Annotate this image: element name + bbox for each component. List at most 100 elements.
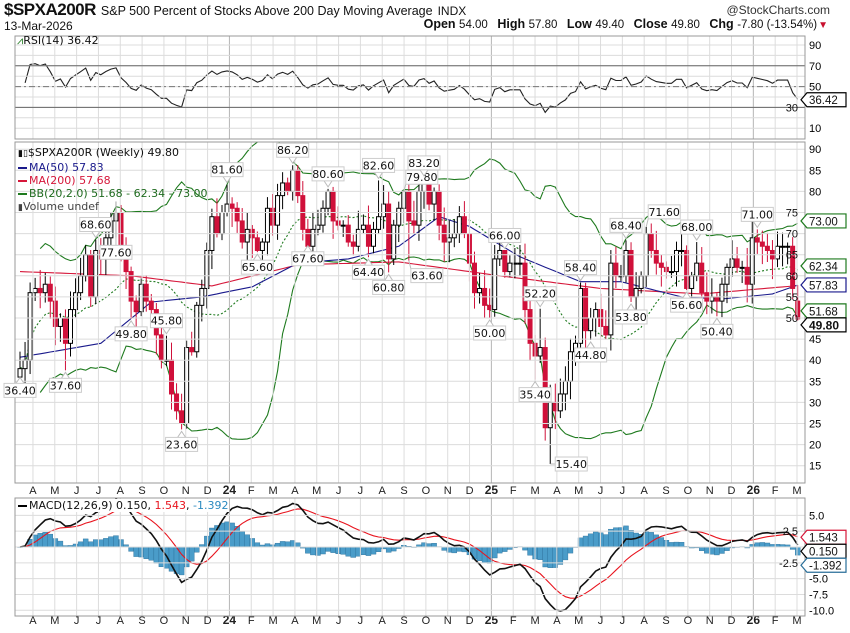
candle: [729, 240, 735, 277]
candle-body: [280, 182, 286, 197]
price-axis-label: 70: [786, 229, 798, 241]
candle-body: [608, 262, 614, 336]
candle: [320, 200, 326, 233]
candle: [456, 206, 462, 243]
candle: [769, 240, 775, 280]
price-annotation: 71.60: [645, 204, 681, 227]
candle-body: [22, 359, 28, 370]
macd-histogram-bar: [391, 546, 397, 552]
month-label: 24: [223, 613, 237, 627]
candle: [214, 198, 220, 238]
macd-histogram-bar: [441, 546, 447, 551]
candle-body: [229, 203, 235, 209]
price-axis-label: 80: [809, 186, 821, 198]
down-arrow-icon: ▼: [818, 20, 828, 31]
macd-histogram-bar: [613, 527, 619, 548]
candle-body: [653, 249, 659, 264]
candle: [391, 219, 397, 266]
candle-body: [679, 249, 685, 252]
price-annotation: 37.60: [48, 371, 82, 393]
candle-body: [179, 410, 185, 424]
annotation-pointer: [403, 184, 407, 193]
candle: [658, 254, 664, 287]
month-label: A: [379, 485, 387, 497]
candle-body: [729, 258, 735, 268]
month-label: M: [530, 485, 539, 497]
price-annotation: 77.60: [99, 201, 133, 260]
annotation-box: [362, 157, 396, 173]
candle-body: [754, 237, 760, 243]
macd-histogram-bar: [795, 546, 801, 556]
candle-body: [285, 182, 291, 192]
macd-histogram-bar: [118, 539, 124, 548]
candle: [461, 201, 467, 239]
annotation-box: [407, 155, 441, 171]
annotation-label: 77.60: [100, 246, 132, 259]
candle-body: [426, 182, 432, 205]
bb-lower-line: [39, 256, 799, 440]
candle: [78, 257, 84, 301]
rsi-value-tag: 36.42: [800, 92, 847, 108]
annotation-box: [291, 251, 325, 267]
macd-histogram-bar: [295, 542, 301, 548]
month-label: J: [336, 615, 342, 627]
annotation-pointer: [222, 176, 232, 184]
annotation-pointer: [323, 180, 333, 188]
month-label: J: [336, 485, 342, 497]
macd-histogram-bar: [451, 546, 457, 554]
candle: [199, 279, 205, 322]
candle: [588, 307, 594, 340]
candle: [527, 295, 533, 361]
ma200-line: [19, 261, 798, 295]
candle: [360, 214, 366, 234]
month-label: N: [444, 485, 452, 497]
candle-body: [143, 283, 149, 302]
candle-body: [633, 287, 639, 298]
candle: [259, 238, 265, 262]
annotation-box: [114, 326, 148, 342]
candle-body: [411, 220, 417, 226]
annotation-label: 68.60: [80, 219, 112, 232]
annotation-label: 71.60: [648, 206, 680, 219]
month-label: S: [400, 615, 407, 627]
annotation-box: [488, 227, 522, 243]
month-label: J: [620, 615, 626, 627]
macd-histogram-bar: [239, 531, 245, 548]
candle: [643, 226, 649, 287]
rsi-axis-label: 70: [809, 61, 821, 73]
price-annotation: 60.80: [372, 273, 406, 295]
candle-body: [27, 292, 33, 361]
candle-body: [305, 228, 311, 247]
ma50-swatch-icon: [18, 167, 27, 169]
price-annotation: 81.60: [210, 162, 244, 184]
candle: [472, 251, 477, 309]
annotation-pointer: [535, 300, 545, 308]
macd-histogram-bar: [284, 541, 291, 548]
annotation-pointer: [177, 430, 187, 438]
month-label: J: [598, 485, 604, 497]
value-tag-box: [800, 529, 847, 545]
candle-body: [315, 224, 321, 230]
annotation-pointer: [91, 231, 101, 239]
annotation-pointer: [303, 244, 313, 253]
candle: [264, 197, 270, 256]
annotation-box: [473, 325, 507, 341]
candle-body: [386, 203, 392, 260]
annotation-label: 44.80: [575, 349, 607, 362]
macd-histogram-bar: [249, 538, 256, 548]
month-label: A: [553, 615, 561, 627]
annotation-pointer: [692, 233, 702, 241]
macd-histogram-bar: [714, 546, 720, 556]
open-label: Open: [423, 17, 456, 31]
macd-histogram-bar: [113, 535, 119, 548]
candle: [557, 378, 563, 419]
price-annotation: 44.80: [574, 341, 608, 363]
legend-price-text: $SPXA200R (Weekly) 49.80: [27, 146, 179, 159]
annotation-box: [79, 217, 113, 233]
annotation-box: [670, 297, 704, 313]
candle-body: [214, 216, 220, 235]
annotation-label: 50.00: [474, 327, 506, 340]
candle-body: [785, 245, 791, 248]
month-label: A: [641, 615, 649, 627]
